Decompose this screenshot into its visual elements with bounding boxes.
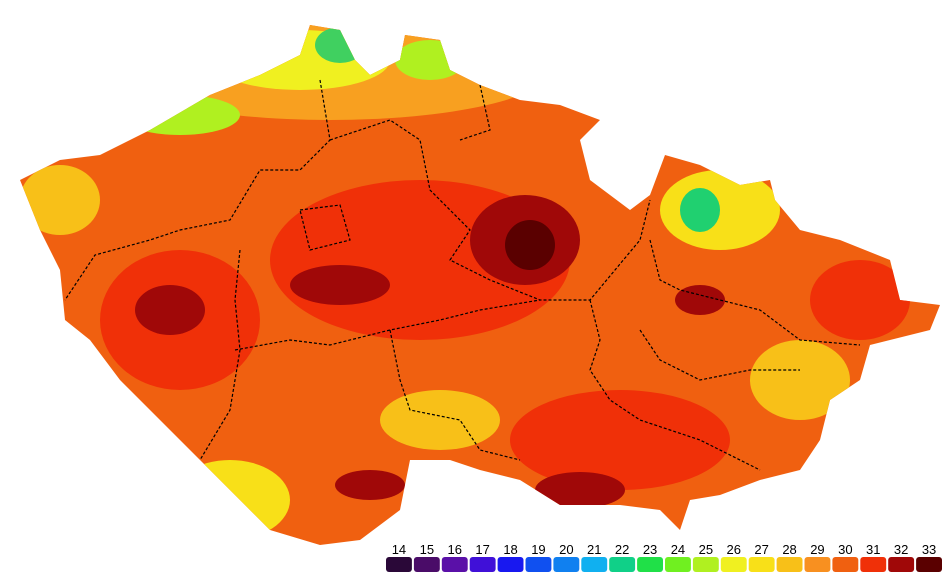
legend-swatch xyxy=(525,557,552,572)
legend-label: 27 xyxy=(754,542,768,557)
legend-swatch xyxy=(692,557,719,572)
legend-swatch xyxy=(832,557,859,572)
legend-label: 21 xyxy=(587,542,601,557)
legend-swatch xyxy=(581,557,608,572)
legend-swatch xyxy=(469,557,496,572)
legend-swatch xyxy=(413,557,440,572)
legend-swatch xyxy=(720,557,747,572)
legend-label: 17 xyxy=(475,542,489,557)
legend-swatch xyxy=(888,557,915,572)
legend-label: 31 xyxy=(866,542,880,557)
region-borders xyxy=(64,79,861,471)
legend-swatch xyxy=(553,557,580,572)
legend: 14 15 16 17 18 19 20 21 22 23 24 25 26 27 28 29 30 31 32 33 xyxy=(386,542,942,572)
legend-swatch xyxy=(804,557,831,572)
legend-label: 28 xyxy=(782,542,796,557)
legend-label: 14 xyxy=(392,542,406,557)
legend-label: 29 xyxy=(810,542,824,557)
legend-label: 19 xyxy=(531,542,545,557)
legend-label: 33 xyxy=(922,542,936,557)
legend-label: 20 xyxy=(559,542,573,557)
legend-swatch xyxy=(916,557,942,572)
legend-label: 24 xyxy=(671,542,685,557)
legend-label: 25 xyxy=(699,542,713,557)
legend-label: 30 xyxy=(838,542,852,557)
legend-label: 15 xyxy=(420,542,434,557)
legend-label: 16 xyxy=(448,542,462,557)
legend-swatch xyxy=(860,557,887,572)
legend-label: 26 xyxy=(727,542,741,557)
legend-swatch xyxy=(776,557,803,572)
legend-label: 32 xyxy=(894,542,908,557)
legend-swatch xyxy=(609,557,636,572)
legend-label: 18 xyxy=(503,542,517,557)
legend-swatch xyxy=(441,557,468,572)
temperature-map xyxy=(20,25,940,545)
legend-swatch xyxy=(497,557,524,572)
legend-swatch xyxy=(637,557,663,572)
legend-swatch xyxy=(386,557,412,572)
legend-swatch xyxy=(748,557,775,572)
legend-swatch xyxy=(665,557,691,572)
legend-label: 22 xyxy=(615,542,629,557)
legend-label: 23 xyxy=(643,542,657,557)
